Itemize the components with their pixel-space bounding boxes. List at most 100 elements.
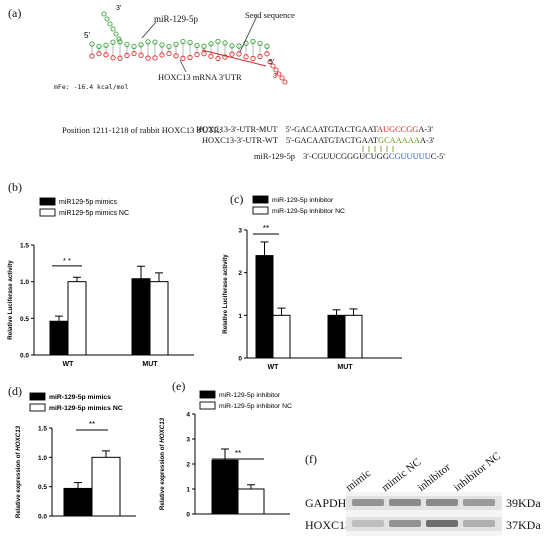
blot-row-hoxc13-label: HOXC13 (305, 518, 352, 532)
utr-nucleotide (138, 52, 144, 58)
mirna-nucleotide (222, 40, 228, 46)
legend-label: miR-129-5p inhibitor NC (219, 403, 292, 410)
legend-label: miR-129-5p mimics (49, 394, 111, 401)
utr-nucleotide (103, 52, 109, 58)
utr-nucleotide (131, 50, 137, 57)
seq-row-name: HOXC13-3'-UTR-MUT (196, 125, 278, 134)
y-tick-label: 1.5 (38, 426, 47, 433)
y-axis-label: Relative expression of HOXC13 (15, 425, 22, 518)
utr-nucleotide (145, 55, 151, 61)
utr-nucleotide (173, 53, 179, 59)
utr-label: HOXC13 mRNA 3'UTR (158, 72, 242, 82)
y-tick-label: 0.5 (20, 316, 29, 323)
significance-marker: ** (235, 449, 241, 458)
utr-nucleotide (117, 55, 123, 61)
utr-nucleotide (208, 53, 214, 59)
y-tick-label: 4 (186, 412, 190, 419)
utr-nucleotide (89, 53, 95, 59)
seq-suffix: C-5' (430, 152, 445, 161)
y-tick-label: 2 (238, 270, 242, 277)
mirna-nucleotide (103, 42, 109, 48)
mirna-nucleotide (117, 39, 123, 45)
legend-swatch (199, 390, 216, 399)
utr-nucleotide (222, 54, 228, 60)
panel-d-label: (d) (8, 384, 22, 398)
blot-band (463, 520, 495, 527)
bar (67, 281, 87, 356)
bar (237, 488, 265, 515)
category-label: MUT (337, 364, 353, 370)
utr-nucleotide (194, 51, 200, 58)
mirna-nucleotide (201, 43, 207, 49)
blot-band (426, 499, 458, 506)
three-prime-right-label: 3' (273, 73, 278, 80)
category-label: MUT (142, 361, 158, 368)
mirna-nucleotide (229, 43, 235, 49)
utr-nucleotide (96, 50, 102, 57)
y-tick-label: 0.5 (38, 484, 47, 491)
mirna-pointer (141, 21, 157, 39)
blot-row-gapdh-size: 39KDa (506, 496, 541, 510)
bar (327, 314, 346, 359)
mirna-nucleotide (110, 39, 116, 45)
y-tick-label: 1 (238, 313, 242, 320)
utr-nucleotide (110, 55, 116, 61)
y-axis-label: Relative expression of HOXC13 (159, 417, 166, 510)
utr-nucleotide (236, 51, 242, 57)
five-prime-right-label: 5' (269, 59, 274, 66)
utr-nucleotide (187, 54, 193, 61)
utr-nucleotide (282, 79, 288, 85)
bar (149, 281, 169, 356)
legend-swatch (29, 403, 46, 412)
significance-marker: ** (89, 420, 95, 429)
position-text: Position 1211-1218 of rabbit HOXC13 3'UT… (62, 125, 222, 135)
mirna-nucleotide (152, 39, 158, 45)
mirna-nucleotide (104, 16, 110, 22)
utr-nucleotide (215, 55, 221, 62)
y-tick-label: 0.0 (20, 353, 29, 360)
blot-band (426, 520, 458, 527)
panel-c-label: (c) (230, 192, 244, 206)
mirna-nucleotide (131, 43, 137, 50)
legend-swatch (29, 392, 46, 401)
significance-marker: ** (263, 224, 269, 233)
mirna-nucleotide (110, 26, 116, 32)
category-label: WT (268, 364, 280, 370)
utr-nucleotide (166, 50, 172, 57)
bar (272, 314, 291, 359)
seed-pointer (239, 15, 258, 53)
seq-row-name: HOXC13-3'-UTR-WT (202, 136, 278, 145)
mirna-nucleotide (250, 38, 256, 45)
chart-e: 0 1 2 3 4 Relative expression of HOXC13 ** miR-… (159, 390, 292, 519)
mirna-nucleotide (257, 40, 263, 47)
mfe-label: mFe: -16.4 kcal/mol (54, 83, 129, 91)
y-axis-label: Relative Luciferase activity (222, 254, 229, 334)
seq-row-wt: HOXC13-3'-UTR-WT 5'-GACAATGTACTGAATGCAAA… (202, 136, 434, 145)
panel-f-label: (f) (305, 452, 317, 466)
seq-row-mut: HOXC13-3'-UTR-MUT 5'-GACAATGTACTGAATAUGC… (196, 125, 433, 134)
utr-nucleotide (279, 75, 285, 81)
y-axis-label: Relative Luciferase activity (7, 260, 14, 340)
y-tick-label: 3 (238, 228, 242, 235)
chart-d: 0.0 0.5 1.0 1.5 Relative expression of HOXC1… (15, 392, 136, 521)
rna-duplex-structure: 5' 3' 3' 5' (84, 5, 288, 85)
mirna-nucleotide (173, 41, 179, 47)
blot-band (389, 499, 421, 506)
legend-swatch (252, 195, 269, 204)
mirna-nucleotide (215, 38, 221, 45)
mirna-nucleotide (113, 31, 119, 37)
seq-suffix: A-3' (418, 125, 433, 134)
y-tick-label: 0 (238, 356, 242, 363)
pairing-ticks (362, 146, 394, 152)
y-tick-label: 0.0 (38, 514, 47, 521)
seq-highlight: GCAAAAA (378, 136, 420, 145)
y-tick-label: 0 (186, 512, 190, 519)
y-tick-label: 1.0 (38, 455, 47, 462)
five-prime-label: 5' (84, 31, 90, 40)
utr-nucleotide (257, 53, 263, 60)
mirna-nucleotide (180, 39, 186, 45)
utr-nucleotide (276, 71, 282, 77)
significance-marker: * * (63, 256, 71, 265)
legend-label: miR129-5p mimics (59, 199, 117, 206)
legend-label: miR-129-5p inhibitor NC (272, 208, 345, 215)
